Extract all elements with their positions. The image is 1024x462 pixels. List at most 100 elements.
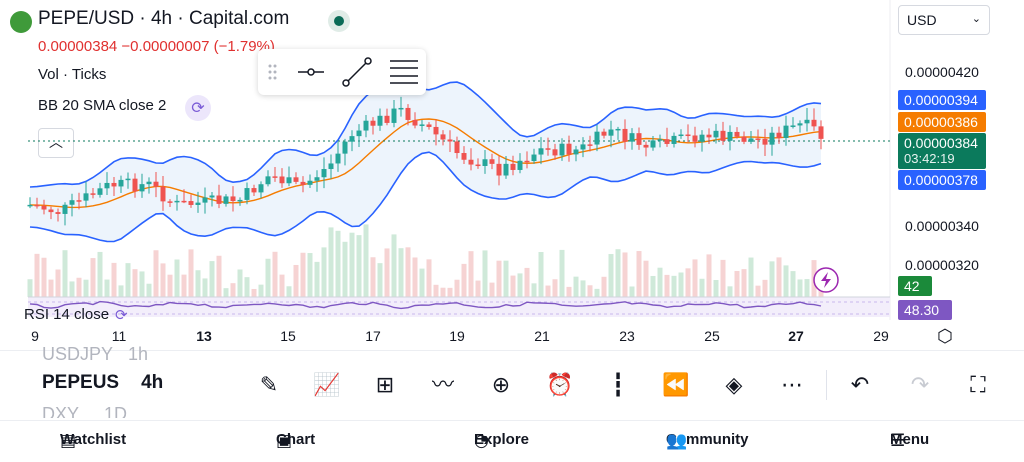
price-change-line: 0.00000384 −0.00000007 (−1.79%) bbox=[38, 38, 275, 55]
settings-icon[interactable]: ⬡ bbox=[937, 326, 953, 347]
horizontal-line-tool-icon[interactable] bbox=[298, 68, 324, 76]
bb-legend[interactable]: BB 20 SMA close 2 bbox=[38, 97, 167, 114]
volume-bar bbox=[202, 278, 208, 297]
rsi-tag: 48.30 bbox=[898, 300, 952, 320]
candle-body bbox=[482, 159, 488, 166]
layers-icon[interactable]: ◈ bbox=[725, 373, 743, 398]
volume-bar bbox=[636, 251, 642, 297]
candles-icon[interactable]: ┇ bbox=[611, 373, 625, 398]
replay-icon[interactable]: ⏪ bbox=[662, 373, 690, 398]
candle-body bbox=[167, 201, 173, 203]
candle-body bbox=[594, 131, 600, 145]
candle-body bbox=[685, 134, 691, 137]
add-icon[interactable]: ⊕ bbox=[491, 373, 511, 398]
symbol-title[interactable]: PEPE/USD · 4h · Capital.com bbox=[38, 8, 290, 29]
volume-bar bbox=[419, 268, 425, 297]
candle-body bbox=[818, 126, 824, 139]
candle-body bbox=[601, 131, 607, 136]
candle-body bbox=[468, 159, 474, 165]
candle-body bbox=[657, 139, 663, 141]
bar-countdown: 03:42:19 bbox=[904, 151, 955, 166]
volume-bar bbox=[391, 234, 397, 297]
candle-body bbox=[363, 120, 369, 131]
symbol-above[interactable]: USDJPY 1h bbox=[42, 344, 149, 360]
nav-chart[interactable]: ▣ Chart bbox=[276, 431, 316, 451]
collapse-legend-button[interactable]: ︿ bbox=[38, 128, 74, 158]
candle-body bbox=[391, 108, 397, 123]
volume-bar bbox=[412, 257, 418, 297]
candle-body bbox=[692, 135, 698, 142]
fullscreen-icon[interactable]: ⛶ bbox=[970, 373, 986, 398]
symbol-below[interactable]: DXY 1D bbox=[42, 404, 128, 418]
time-axis-label: 9 bbox=[31, 328, 39, 344]
candle-body bbox=[664, 139, 670, 144]
lightning-icon[interactable] bbox=[813, 267, 839, 293]
candle-body bbox=[636, 133, 642, 145]
candle-body bbox=[755, 138, 761, 140]
candle-body bbox=[146, 181, 152, 185]
pencil-icon[interactable]: ✎ bbox=[259, 373, 279, 398]
volume-tag: 42 bbox=[898, 276, 932, 296]
candle-body bbox=[48, 209, 54, 213]
volume-bar bbox=[328, 227, 334, 297]
explore-icon: ◔ bbox=[474, 431, 489, 451]
candle-body bbox=[433, 126, 439, 135]
indicators-icon[interactable]: 📈 bbox=[313, 373, 341, 398]
volume-bar bbox=[559, 249, 565, 297]
volume-bar bbox=[321, 247, 327, 297]
symbol-current[interactable]: PEPEUS 4h bbox=[42, 372, 164, 393]
volume-bar bbox=[237, 269, 243, 297]
price-chart[interactable] bbox=[0, 0, 1024, 320]
candle-body bbox=[111, 182, 117, 187]
alert-icon[interactable]: ⏰ bbox=[546, 373, 574, 398]
volume-bar bbox=[804, 279, 810, 297]
redo-icon[interactable]: ↷ bbox=[910, 373, 930, 398]
drawing-toolbar[interactable] bbox=[258, 49, 426, 95]
candle-body bbox=[713, 130, 719, 138]
candle-body bbox=[153, 181, 159, 187]
candle-body bbox=[622, 128, 628, 142]
layout-grid-icon[interactable]: ⊞ bbox=[375, 373, 395, 398]
candle-body bbox=[804, 119, 810, 124]
volume-bar bbox=[125, 263, 131, 297]
volume-bar bbox=[230, 283, 236, 297]
nav-explore[interactable]: ◔ Explore bbox=[474, 431, 530, 451]
volume-bar bbox=[454, 279, 460, 297]
undo-icon[interactable]: ↶ bbox=[850, 373, 870, 398]
volume-bar bbox=[783, 265, 789, 297]
volume-bar bbox=[510, 275, 516, 297]
volume-bar bbox=[342, 241, 348, 297]
volume-bar bbox=[566, 286, 572, 297]
volume-bar bbox=[734, 270, 740, 297]
candle-body bbox=[27, 204, 33, 207]
volume-bar bbox=[615, 249, 621, 297]
candle-body bbox=[321, 169, 327, 178]
volume-bar bbox=[41, 257, 47, 297]
trend-line-tool-icon[interactable] bbox=[342, 57, 372, 87]
volume-bar bbox=[769, 261, 775, 297]
drag-handle-icon[interactable] bbox=[268, 64, 277, 80]
candle-body bbox=[545, 148, 551, 150]
currency-select[interactable]: USD ⌄ bbox=[898, 5, 990, 35]
rsi-legend[interactable]: RSI 14 close ⟳ bbox=[24, 306, 128, 324]
nav-menu[interactable]: ☰ Menu bbox=[890, 431, 930, 451]
volume-bar bbox=[27, 279, 33, 297]
volume-bar bbox=[573, 276, 579, 297]
candle-body bbox=[83, 193, 89, 201]
candle-body bbox=[118, 179, 124, 187]
volume-bar bbox=[608, 254, 614, 297]
nav-community[interactable]: 👥 Community bbox=[666, 431, 749, 451]
volume-bar bbox=[671, 275, 677, 297]
candle-body bbox=[524, 160, 530, 163]
candle-body bbox=[426, 124, 432, 127]
nav-watchlist[interactable]: ▤ Watchlist bbox=[60, 431, 127, 451]
volume-bar bbox=[300, 252, 306, 297]
volume-legend[interactable]: Vol · Ticks bbox=[38, 66, 107, 83]
time-axis-label: 13 bbox=[196, 328, 212, 344]
fib-tool-icon[interactable] bbox=[390, 60, 418, 84]
chart-type-icon[interactable]: 〰 bbox=[431, 373, 454, 398]
more-icon[interactable]: ⋯ bbox=[781, 373, 803, 398]
volume-bar bbox=[790, 271, 796, 297]
volume-bar bbox=[223, 288, 229, 297]
candle-body bbox=[489, 159, 495, 164]
